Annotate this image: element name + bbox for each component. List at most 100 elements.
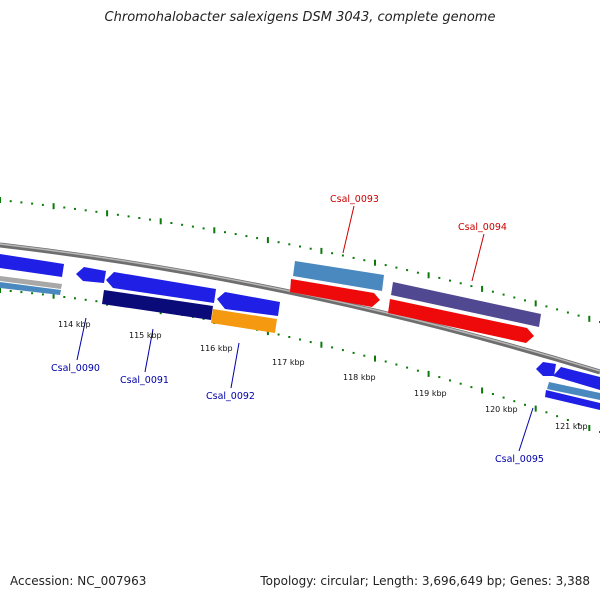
minor-tick — [9, 200, 12, 203]
major-tick — [266, 329, 269, 336]
minor-tick — [234, 233, 237, 236]
minor-tick — [41, 203, 44, 206]
minor-tick — [74, 207, 76, 210]
minor-tick — [491, 290, 494, 293]
minor-tick — [245, 235, 248, 238]
minor-tick — [63, 296, 66, 298]
gene-arrow-csal-0095-small[interactable] — [536, 362, 556, 376]
tick-label-121: 121 kbp — [555, 422, 588, 431]
minor-tick — [331, 252, 334, 255]
major-tick — [106, 210, 109, 217]
gene-bar-csal-0092-orange[interactable] — [211, 309, 277, 333]
gene-arrow-left-blue[interactable] — [0, 254, 64, 277]
minor-tick — [31, 202, 34, 205]
minor-tick — [524, 299, 526, 302]
tick-label-120: 120 kbp — [485, 405, 518, 414]
minor-tick — [116, 213, 119, 216]
gene-label-csal-0093[interactable]: Csal_0093 — [330, 194, 379, 205]
major-tick — [52, 292, 55, 299]
major-tick — [159, 218, 162, 225]
gene-bar-csal-0095-blue[interactable] — [545, 390, 600, 410]
gene-bar-csal-0091-navy[interactable] — [102, 290, 213, 320]
gene-bar-left-gray[interactable] — [0, 276, 62, 289]
leader-csal-0090 — [76, 317, 87, 361]
minor-tick — [491, 393, 494, 395]
gene-label-csal-0091[interactable]: Csal_0091 — [120, 375, 169, 386]
minor-tick — [9, 290, 12, 292]
gene-bar-left-steel[interactable] — [0, 282, 61, 295]
gene-arrow-csal-0093-red[interactable] — [290, 279, 380, 307]
major-tick — [213, 227, 216, 234]
minor-tick — [31, 292, 34, 295]
gene-bar-csal-0094-purple[interactable] — [391, 282, 541, 327]
minor-tick — [406, 269, 409, 272]
minor-tick — [309, 247, 312, 250]
minor-tick — [438, 376, 441, 379]
minor-tick — [470, 386, 473, 389]
minor-tick — [438, 276, 441, 279]
gene-arrow-csal-0091-blue[interactable] — [106, 272, 216, 303]
gene-label-csal-0090[interactable]: Csal_0090 — [51, 363, 100, 374]
outer-tick-track — [0, 197, 600, 323]
gene-arrow-csal-0095-blue[interactable] — [553, 367, 600, 390]
minor-tick — [545, 305, 548, 308]
minor-tick — [127, 215, 130, 218]
minor-tick — [513, 400, 516, 403]
leader-csal-0093 — [342, 205, 355, 254]
minor-tick — [577, 423, 580, 425]
leader-csal-0095 — [518, 407, 534, 452]
minor-tick — [20, 291, 23, 294]
minor-tick — [63, 206, 66, 209]
major-tick — [534, 300, 537, 307]
minor-tick — [502, 396, 505, 399]
minor-tick — [299, 245, 301, 248]
minor-tick — [513, 296, 516, 299]
genome-backbone — [0, 242, 600, 375]
minor-tick — [545, 411, 548, 414]
minor-tick — [309, 341, 312, 344]
minor-tick — [384, 264, 387, 267]
major-tick — [52, 203, 55, 210]
major-tick — [320, 341, 323, 348]
tick-label-115: 115 kbp — [129, 331, 162, 340]
major-tick — [427, 370, 430, 377]
major-tick — [481, 387, 484, 394]
minor-tick — [170, 222, 173, 224]
minor-tick — [256, 237, 259, 240]
gene-label-csal-0094[interactable]: Csal_0094 — [458, 222, 507, 233]
minor-tick — [74, 297, 76, 300]
minor-tick — [363, 354, 366, 357]
gene-bar-csal-0095-steel[interactable] — [547, 382, 600, 400]
minor-tick — [395, 266, 398, 269]
major-tick — [320, 247, 323, 254]
major-tick — [427, 272, 430, 279]
gene-bar-csal-0093-steel[interactable] — [293, 261, 384, 291]
minor-tick — [524, 403, 526, 406]
gene-arrow-csal-0090[interactable] — [76, 267, 106, 283]
minor-tick — [577, 314, 580, 317]
minor-tick — [449, 279, 451, 282]
minor-tick — [502, 293, 505, 296]
major-tick — [588, 315, 591, 322]
major-tick — [481, 285, 484, 292]
gene-arrow-csal-0092-blue[interactable] — [217, 292, 280, 316]
minor-tick — [181, 223, 184, 226]
minor-tick — [459, 282, 462, 285]
leader-csal-0092 — [230, 342, 240, 389]
minor-tick — [149, 218, 151, 221]
minor-tick — [191, 225, 194, 228]
gene-label-csal-0092[interactable]: Csal_0092 — [206, 391, 255, 402]
gene-arrow-csal-0094-red[interactable] — [388, 299, 534, 343]
minor-tick — [95, 210, 98, 213]
minor-tick — [352, 256, 355, 259]
minor-tick — [84, 298, 87, 301]
tick-label-117: 117 kbp — [272, 358, 305, 367]
major-tick — [0, 287, 1, 293]
gene-label-csal-0095[interactable]: Csal_0095 — [495, 454, 544, 465]
major-tick — [374, 355, 376, 362]
minor-tick — [41, 293, 44, 296]
major-tick — [588, 425, 591, 431]
major-tick — [266, 237, 269, 244]
minor-tick — [352, 351, 355, 354]
